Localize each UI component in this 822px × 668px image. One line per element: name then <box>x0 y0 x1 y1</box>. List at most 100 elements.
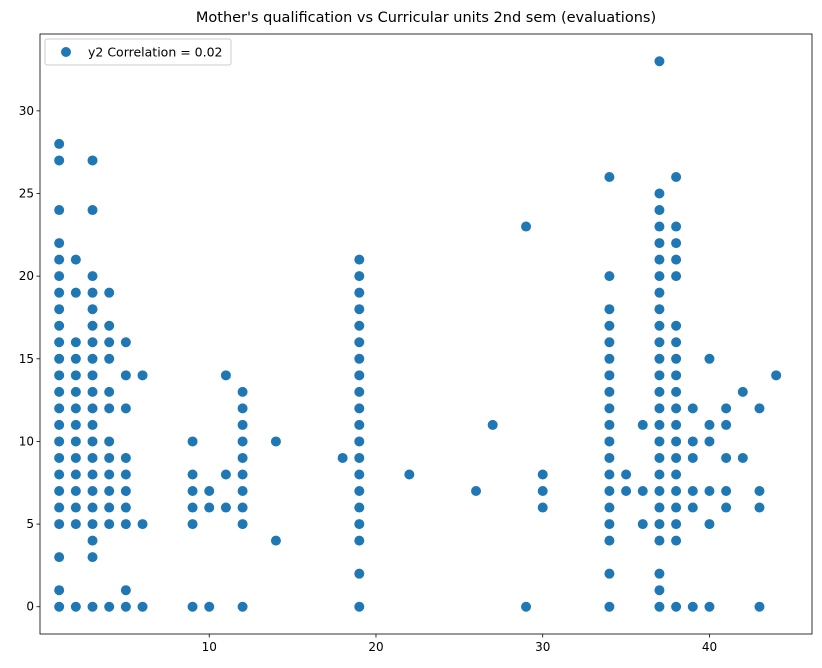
scatter-point <box>270 535 281 546</box>
scatter-point <box>104 353 115 364</box>
y-tick-label: 25 <box>19 187 34 201</box>
scatter-point <box>404 469 415 480</box>
scatter-point <box>671 238 682 249</box>
scatter-point <box>237 452 248 463</box>
scatter-point <box>354 469 365 480</box>
scatter-point <box>654 452 665 463</box>
scatter-point <box>104 287 115 298</box>
scatter-point <box>721 502 732 513</box>
scatter-point <box>654 419 665 430</box>
scatter-point <box>354 452 365 463</box>
scatter-point <box>237 436 248 447</box>
scatter-point <box>671 337 682 348</box>
scatter-point <box>54 469 65 480</box>
scatter-point <box>354 320 365 331</box>
scatter-point <box>704 519 715 530</box>
scatter-point <box>104 386 115 397</box>
scatter-point <box>354 271 365 282</box>
scatter-point <box>70 353 81 364</box>
scatter-point <box>704 436 715 447</box>
scatter-point <box>237 601 248 612</box>
scatter-point <box>487 419 498 430</box>
scatter-point <box>671 320 682 331</box>
scatter-point <box>704 419 715 430</box>
scatter-point <box>604 171 615 182</box>
scatter-point <box>54 205 65 216</box>
scatter-point <box>537 469 548 480</box>
scatter-point <box>237 486 248 497</box>
scatter-point <box>187 519 198 530</box>
scatter-point <box>604 386 615 397</box>
scatter-point <box>70 403 81 414</box>
scatter-point <box>104 452 115 463</box>
scatter-point <box>654 535 665 546</box>
scatter-point <box>70 386 81 397</box>
scatter-point <box>104 403 115 414</box>
scatter-point <box>671 469 682 480</box>
scatter-point <box>721 452 732 463</box>
scatter-point <box>87 386 98 397</box>
scatter-point <box>137 519 148 530</box>
scatter-point <box>621 486 632 497</box>
scatter-point <box>137 601 148 612</box>
scatter-point <box>671 370 682 381</box>
scatter-point <box>120 502 131 513</box>
scatter-point <box>604 502 615 513</box>
scatter-point <box>87 469 98 480</box>
scatter-point <box>671 403 682 414</box>
scatter-point <box>120 469 131 480</box>
scatter-point <box>604 419 615 430</box>
scatter-point <box>604 304 615 315</box>
scatter-point <box>354 419 365 430</box>
x-tick-label: 10 <box>202 640 217 654</box>
scatter-point <box>87 436 98 447</box>
scatter-point <box>87 519 98 530</box>
scatter-point <box>87 370 98 381</box>
scatter-point <box>654 370 665 381</box>
scatter-point <box>654 469 665 480</box>
scatter-point <box>671 221 682 232</box>
scatter-point <box>354 436 365 447</box>
scatter-point <box>654 320 665 331</box>
scatter-point <box>104 486 115 497</box>
scatter-point <box>220 502 231 513</box>
scatter-point <box>204 601 215 612</box>
scatter-point <box>354 353 365 364</box>
scatter-point <box>354 254 365 265</box>
scatter-point <box>54 287 65 298</box>
scatter-point <box>120 601 131 612</box>
scatter-point <box>54 585 65 596</box>
scatter-point <box>654 386 665 397</box>
scatter-point <box>604 486 615 497</box>
scatter-point <box>54 337 65 348</box>
scatter-point <box>54 138 65 149</box>
scatter-point <box>104 519 115 530</box>
scatter-point <box>654 403 665 414</box>
scatter-point <box>137 370 148 381</box>
scatter-point <box>87 452 98 463</box>
scatter-point <box>654 519 665 530</box>
scatter-point <box>521 601 532 612</box>
scatter-point <box>687 403 698 414</box>
chart-title: Mother's qualification vs Curricular uni… <box>196 10 656 26</box>
scatter-point <box>187 502 198 513</box>
scatter-point <box>70 254 81 265</box>
scatter-point <box>354 370 365 381</box>
scatter-point <box>604 320 615 331</box>
scatter-point <box>70 601 81 612</box>
scatter-point <box>721 403 732 414</box>
scatter-point <box>54 436 65 447</box>
scatter-point <box>354 337 365 348</box>
scatter-point <box>671 519 682 530</box>
scatter-point <box>237 419 248 430</box>
scatter-point <box>70 486 81 497</box>
y-tick-label: 15 <box>19 352 34 366</box>
scatter-point <box>354 403 365 414</box>
scatter-point <box>87 320 98 331</box>
x-tick-label: 30 <box>535 640 550 654</box>
scatter-point <box>737 386 748 397</box>
scatter-point <box>654 205 665 216</box>
scatter-point <box>54 238 65 249</box>
scatter-point <box>654 221 665 232</box>
scatter-point <box>654 254 665 265</box>
